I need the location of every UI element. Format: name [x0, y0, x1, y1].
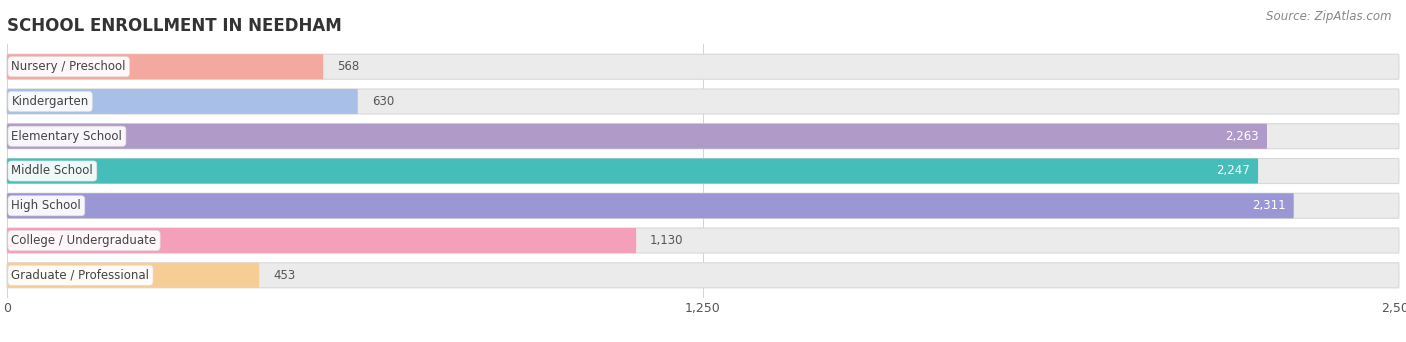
- Text: 2,263: 2,263: [1225, 130, 1258, 143]
- FancyBboxPatch shape: [7, 89, 357, 114]
- FancyBboxPatch shape: [7, 193, 1399, 218]
- FancyBboxPatch shape: [7, 263, 259, 288]
- FancyBboxPatch shape: [7, 89, 1399, 114]
- Text: Graduate / Professional: Graduate / Professional: [11, 269, 149, 282]
- Text: 2,247: 2,247: [1216, 165, 1250, 177]
- Text: Elementary School: Elementary School: [11, 130, 122, 143]
- Text: Middle School: Middle School: [11, 165, 93, 177]
- Text: 1,130: 1,130: [650, 234, 683, 247]
- Text: Nursery / Preschool: Nursery / Preschool: [11, 60, 127, 73]
- Text: Source: ZipAtlas.com: Source: ZipAtlas.com: [1267, 10, 1392, 23]
- FancyBboxPatch shape: [7, 54, 323, 79]
- Text: 453: 453: [273, 269, 295, 282]
- FancyBboxPatch shape: [7, 54, 1399, 79]
- FancyBboxPatch shape: [7, 124, 1267, 149]
- Text: 2,311: 2,311: [1251, 199, 1285, 212]
- Text: Kindergarten: Kindergarten: [11, 95, 89, 108]
- Text: 568: 568: [337, 60, 360, 73]
- Text: 630: 630: [371, 95, 394, 108]
- FancyBboxPatch shape: [7, 193, 1294, 218]
- FancyBboxPatch shape: [7, 158, 1258, 184]
- Text: SCHOOL ENROLLMENT IN NEEDHAM: SCHOOL ENROLLMENT IN NEEDHAM: [7, 16, 342, 35]
- FancyBboxPatch shape: [7, 228, 1399, 253]
- FancyBboxPatch shape: [7, 263, 1399, 288]
- Text: College / Undergraduate: College / Undergraduate: [11, 234, 156, 247]
- FancyBboxPatch shape: [7, 228, 636, 253]
- Text: High School: High School: [11, 199, 82, 212]
- FancyBboxPatch shape: [7, 158, 1399, 184]
- FancyBboxPatch shape: [7, 124, 1399, 149]
